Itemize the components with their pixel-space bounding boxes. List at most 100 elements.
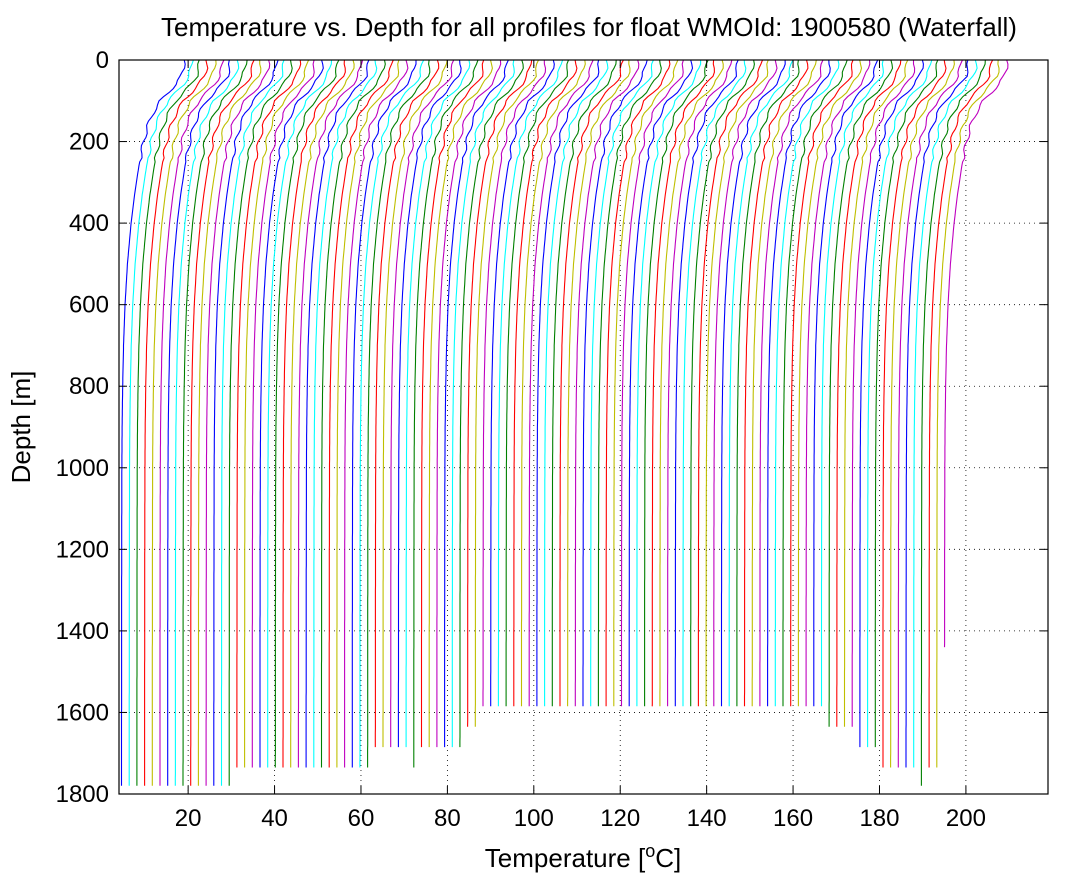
profile-line bbox=[913, 59, 978, 768]
profile-line bbox=[736, 59, 800, 707]
profile-line bbox=[290, 59, 355, 768]
profile-line bbox=[205, 59, 271, 786]
y-tick-label: 1400 bbox=[56, 618, 109, 645]
y-tick-label: 400 bbox=[69, 210, 109, 237]
profile-line bbox=[867, 59, 933, 748]
profile-line bbox=[182, 59, 248, 786]
profile-line bbox=[351, 60, 417, 768]
x-tick-label: 140 bbox=[687, 805, 727, 832]
profile-line bbox=[397, 59, 462, 748]
x-tick-label: 160 bbox=[773, 805, 813, 832]
profile-line bbox=[236, 59, 302, 768]
profile-line bbox=[805, 59, 871, 707]
profile-line bbox=[905, 59, 969, 768]
y-axis-label: Depth [m] bbox=[6, 371, 36, 484]
profile-line bbox=[413, 59, 479, 768]
x-tick-label: 20 bbox=[175, 805, 202, 832]
profile-line bbox=[244, 59, 310, 768]
profile-line bbox=[690, 59, 755, 707]
profile-line bbox=[774, 59, 840, 707]
profile-line bbox=[713, 59, 778, 707]
profile-line bbox=[928, 59, 994, 768]
x-tick-label: 180 bbox=[859, 805, 899, 832]
profile-line bbox=[674, 59, 739, 707]
y-tick-label: 1600 bbox=[56, 699, 109, 726]
profile-line bbox=[728, 59, 794, 707]
profile-line bbox=[651, 59, 715, 707]
profile-line bbox=[174, 59, 240, 786]
x-tick-label: 120 bbox=[600, 805, 640, 832]
profile-line bbox=[428, 59, 493, 748]
profile-line bbox=[743, 59, 809, 707]
profile-line bbox=[197, 60, 262, 786]
x-axis-label-superscript: o bbox=[645, 841, 655, 861]
x-tick-label: 80 bbox=[434, 805, 461, 832]
profile-line bbox=[813, 59, 879, 707]
profile-line bbox=[613, 59, 679, 707]
profile-line bbox=[843, 59, 909, 727]
profile-line bbox=[705, 59, 769, 707]
profile-line bbox=[374, 59, 440, 748]
profile-line bbox=[228, 59, 293, 786]
profile-line bbox=[874, 59, 939, 748]
profile-line bbox=[259, 59, 324, 768]
axes-box bbox=[118, 59, 1049, 795]
profile-line bbox=[190, 59, 255, 786]
y-tick-label: 600 bbox=[69, 292, 109, 319]
y-tick-label: 1200 bbox=[56, 536, 109, 563]
profile-line bbox=[451, 59, 515, 748]
profile-line bbox=[144, 59, 209, 786]
profile-line bbox=[943, 59, 1009, 648]
profile-line bbox=[574, 59, 640, 707]
profile-line bbox=[459, 59, 524, 748]
profile-line bbox=[444, 59, 509, 748]
profile-line bbox=[520, 59, 586, 707]
profile-line bbox=[390, 59, 455, 748]
profile-lines bbox=[120, 59, 1009, 786]
profile-line bbox=[582, 59, 648, 707]
x-axis-label-unit: C] bbox=[655, 843, 681, 873]
chart-title: Temperature vs. Depth for all profiles f… bbox=[161, 12, 1017, 42]
profile-line bbox=[344, 59, 409, 768]
profile-line bbox=[336, 59, 400, 768]
profile-line bbox=[828, 59, 894, 727]
x-tick-label: 200 bbox=[946, 805, 986, 832]
profile-line bbox=[297, 59, 364, 768]
profile-line bbox=[167, 59, 231, 786]
profile-line bbox=[620, 59, 684, 707]
profile-line bbox=[790, 59, 854, 707]
profile-line bbox=[436, 59, 502, 748]
profile-line bbox=[882, 59, 947, 768]
profile-line bbox=[859, 59, 924, 748]
profile-line bbox=[282, 59, 346, 768]
x-axis-label: Temperature [oC] bbox=[485, 841, 681, 873]
profile-line bbox=[128, 59, 194, 786]
profile-line bbox=[936, 59, 1000, 768]
profile-line bbox=[628, 59, 694, 707]
profile-line bbox=[590, 59, 654, 707]
profile-line bbox=[920, 59, 986, 786]
profile-line bbox=[720, 59, 786, 707]
profile-line bbox=[751, 59, 817, 707]
profile-line bbox=[697, 59, 764, 707]
profile-line bbox=[890, 59, 955, 768]
profile-line bbox=[159, 59, 225, 786]
profile-line bbox=[267, 59, 333, 768]
y-tick-label: 800 bbox=[69, 373, 109, 400]
profile-line bbox=[136, 59, 200, 786]
x-tick-label: 100 bbox=[514, 805, 554, 832]
profile-line bbox=[220, 59, 285, 786]
y-tick-label: 1000 bbox=[56, 455, 109, 482]
profile-line bbox=[382, 59, 448, 748]
y-tick-label: 1800 bbox=[56, 781, 109, 808]
profile-line bbox=[597, 59, 662, 707]
profile-line bbox=[251, 59, 315, 768]
profile-line bbox=[328, 59, 394, 768]
profile-line bbox=[213, 59, 279, 786]
profile-line bbox=[605, 59, 671, 707]
profile-line bbox=[474, 59, 539, 727]
profile-line bbox=[551, 59, 617, 707]
profile-line bbox=[367, 59, 431, 768]
profile-line bbox=[320, 59, 386, 768]
